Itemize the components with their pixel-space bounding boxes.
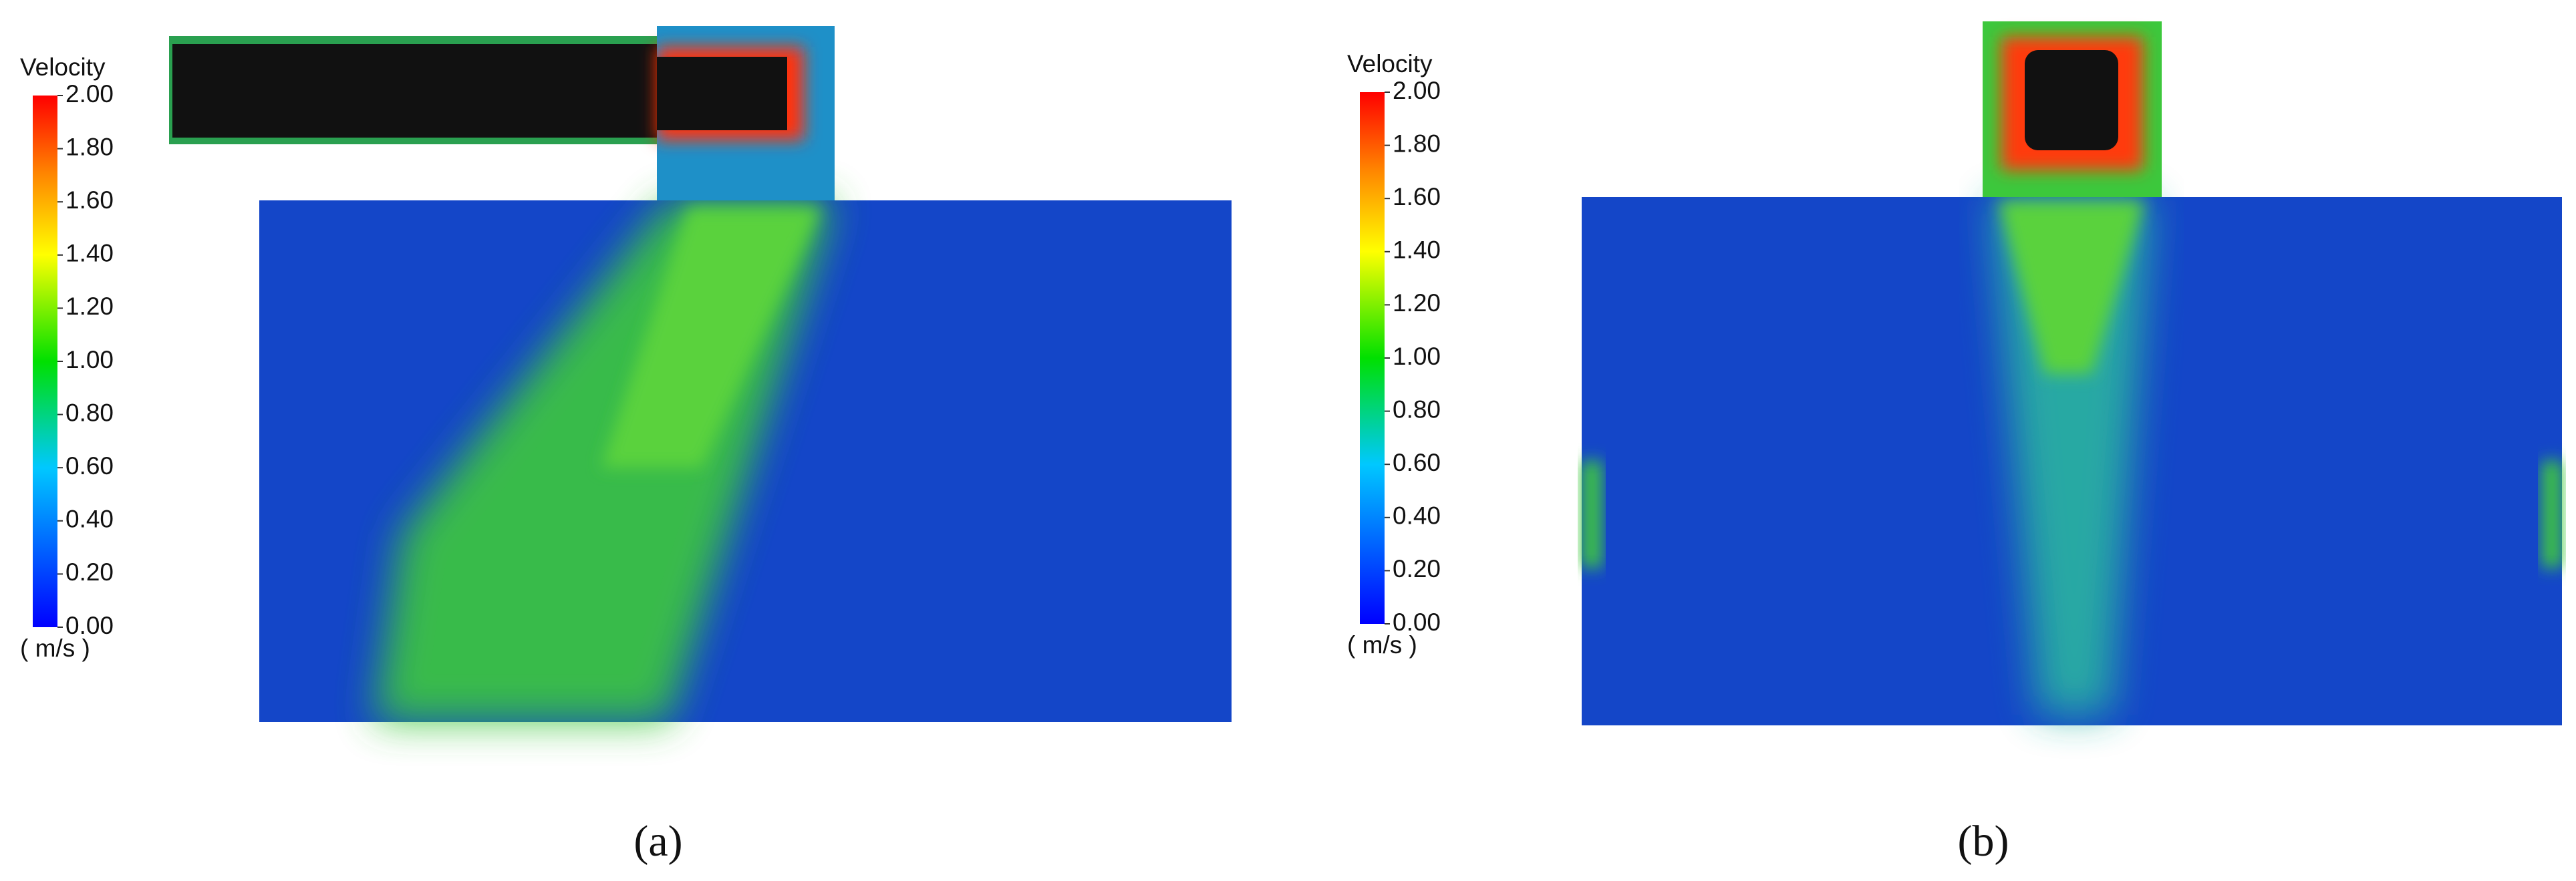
colorbar-tick-label: 0.60 [65,452,114,480]
colorbar-tick-label: 1.40 [1393,236,1441,264]
panel-caption: (a) [633,817,682,866]
colorbar-title: Velocity [1347,50,1433,77]
colorbar-tick-label: 1.20 [65,293,114,320]
panel-caption: (b) [1958,817,2009,866]
colorbar-tick-label: 0.00 [65,612,114,639]
colorbar-tick-label: 0.80 [1393,395,1441,423]
colorbar-tick-label: 1.60 [1393,183,1441,210]
colorbar-tick-label: 1.60 [65,186,114,214]
colorbar-tick-label: 1.20 [1393,289,1441,317]
colorbar-tick-label: 2.00 [1393,77,1441,104]
colorbar-tick-label: 0.00 [1393,608,1441,636]
colorbar-title: Velocity [20,53,106,81]
colorbar-tick-label: 1.40 [65,240,114,267]
contour-a [169,26,1232,722]
colorbar-tick-label: 0.40 [1393,502,1441,530]
colorbar [1360,92,1385,624]
colorbar-tick-label: 1.00 [1393,343,1441,370]
colorbar-tick-label: 0.60 [1393,449,1441,476]
contour-b [1582,21,2562,725]
colorbar-tick-label: 0.40 [65,506,114,533]
colorbar-tick-label: 1.80 [65,133,114,160]
colorbar-tick-label: 2.00 [65,80,114,108]
colorbar [33,96,57,627]
colorbar-unit: ( m/s ) [20,635,90,662]
colorbar-tick-label: 0.80 [65,399,114,426]
colorbar-tick-label: 1.00 [65,346,114,373]
colorbar-unit: ( m/s ) [1347,631,1417,659]
colorbar-tick-label: 0.20 [1393,555,1441,582]
colorbar-tick-label: 1.80 [1393,130,1441,157]
colorbar-tick-label: 0.20 [65,558,114,586]
